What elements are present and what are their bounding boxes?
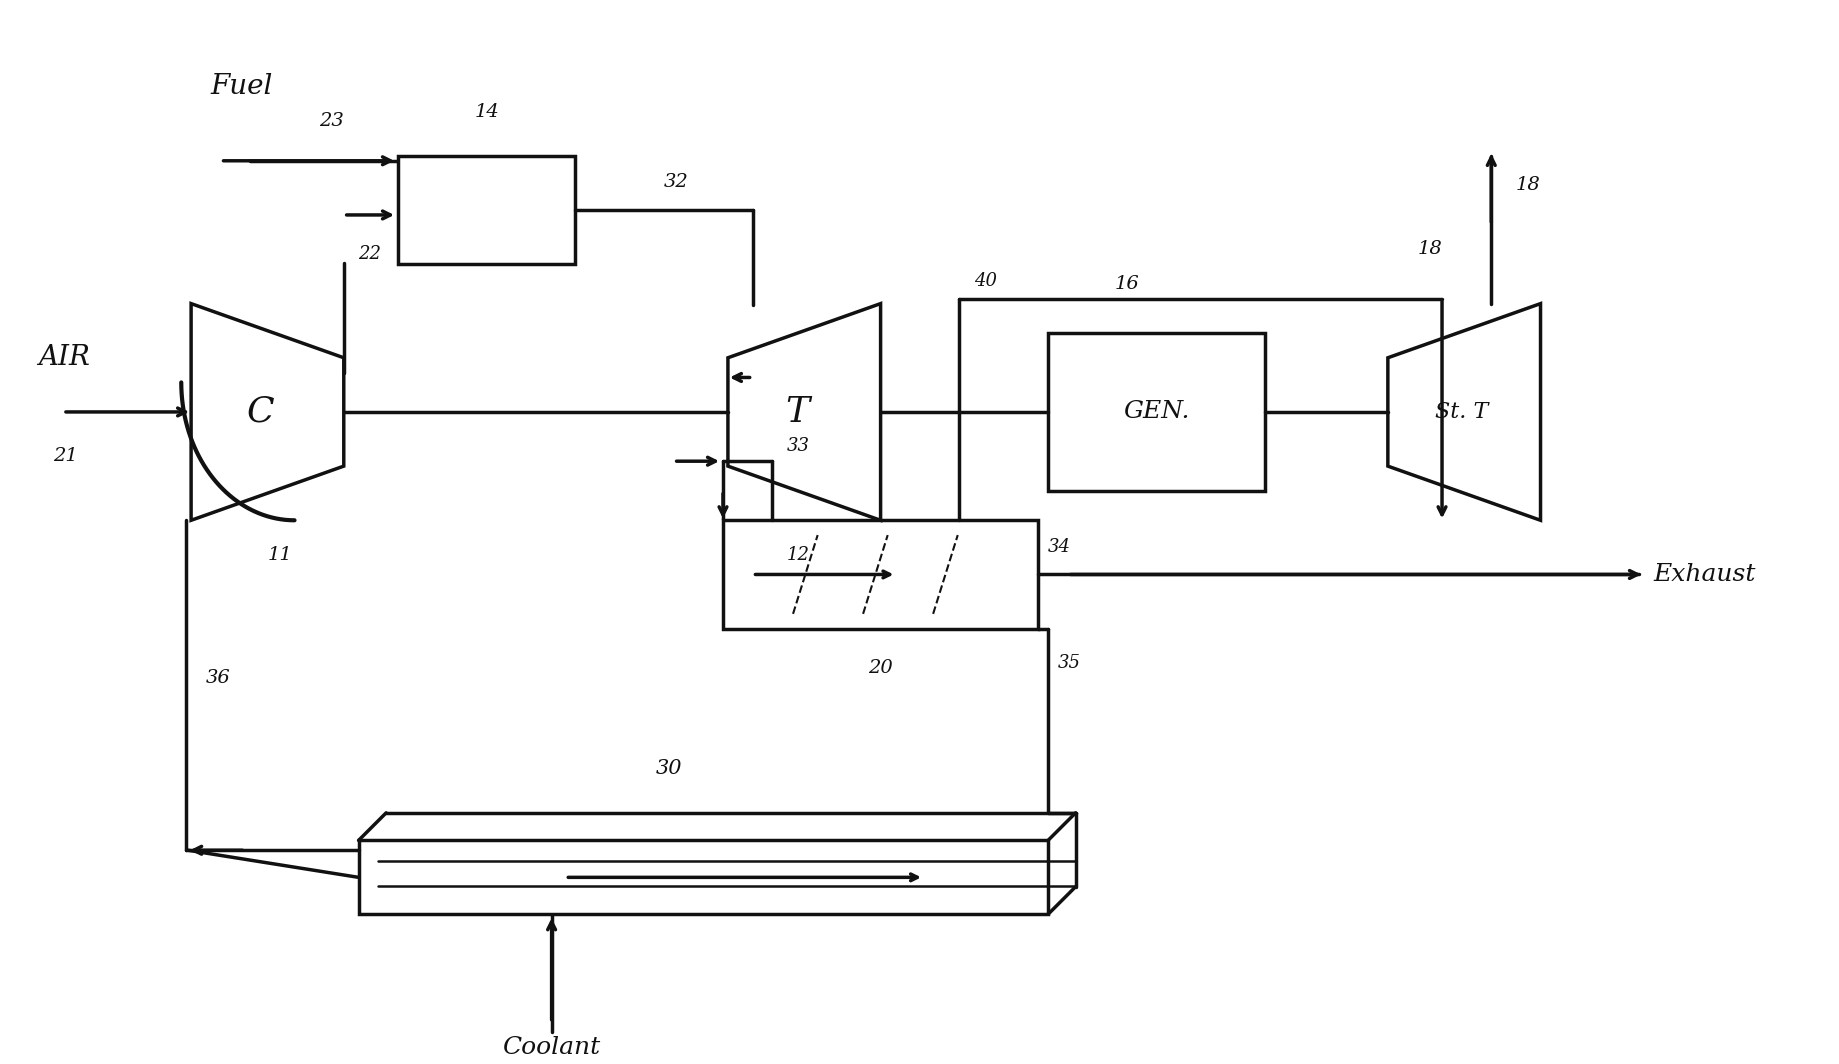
Text: GEN.: GEN. bbox=[1124, 400, 1190, 423]
Text: 11: 11 bbox=[267, 546, 292, 564]
Bar bbox=[359, 841, 1048, 914]
Bar bbox=[723, 520, 1039, 629]
Text: 12: 12 bbox=[787, 546, 809, 564]
Text: 22: 22 bbox=[359, 246, 381, 264]
Text: 23: 23 bbox=[320, 113, 344, 131]
Text: Coolant: Coolant bbox=[502, 1035, 601, 1059]
Text: 18: 18 bbox=[1515, 177, 1541, 195]
Text: St. T: St. T bbox=[1434, 401, 1488, 423]
Text: 20: 20 bbox=[868, 659, 894, 677]
Text: C: C bbox=[246, 395, 274, 429]
Text: 14: 14 bbox=[474, 102, 498, 120]
Text: 32: 32 bbox=[664, 173, 688, 192]
Text: Fuel: Fuel bbox=[211, 73, 274, 100]
Text: T: T bbox=[785, 395, 809, 429]
Text: Exhaust: Exhaust bbox=[1653, 563, 1756, 586]
Text: 40: 40 bbox=[975, 272, 997, 290]
Bar bbox=[1048, 333, 1265, 491]
Text: 21: 21 bbox=[53, 447, 77, 465]
Text: 16: 16 bbox=[1114, 275, 1138, 293]
Text: AIR: AIR bbox=[39, 345, 90, 371]
Text: 30: 30 bbox=[655, 759, 682, 778]
Text: 34: 34 bbox=[1048, 538, 1070, 555]
Bar bbox=[397, 155, 576, 264]
Text: 35: 35 bbox=[1057, 654, 1081, 672]
Text: 36: 36 bbox=[206, 669, 230, 687]
Text: 18: 18 bbox=[1418, 240, 1442, 259]
Text: 33: 33 bbox=[787, 437, 809, 455]
